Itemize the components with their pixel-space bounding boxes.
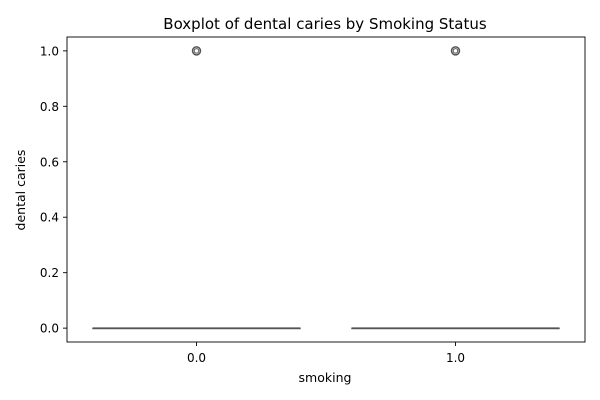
x-tick-label: 0.0 bbox=[187, 351, 206, 365]
plot-frame bbox=[66, 36, 586, 343]
outlier-point-inner bbox=[452, 48, 459, 54]
x-tick-label: 1.0 bbox=[446, 351, 465, 365]
box-1.0 bbox=[351, 46, 560, 330]
x-axis-label: smoking bbox=[299, 370, 352, 385]
y-tick-label: 0.2 bbox=[40, 266, 59, 280]
y-tick-label: 0.6 bbox=[40, 155, 59, 169]
y-axis: 0.0 0.2 0.4 0.6 0.8 1.0 bbox=[40, 44, 67, 336]
y-tick-label: 0.0 bbox=[40, 322, 59, 336]
outlier-point bbox=[191, 46, 202, 56]
y-axis-label: dental caries bbox=[13, 150, 28, 231]
y-tick-label: 0.8 bbox=[40, 100, 59, 114]
outlier-point bbox=[450, 46, 461, 56]
outlier-point-inner bbox=[193, 48, 200, 54]
x-axis: 0.0 1.0 bbox=[187, 342, 465, 365]
y-tick-label: 0.4 bbox=[40, 211, 59, 225]
y-tick-label: 1.0 bbox=[40, 44, 59, 58]
box-0.0 bbox=[92, 46, 301, 330]
plot-area bbox=[66, 36, 586, 343]
chart-title: Boxplot of dental caries by Smoking Stat… bbox=[163, 15, 487, 33]
